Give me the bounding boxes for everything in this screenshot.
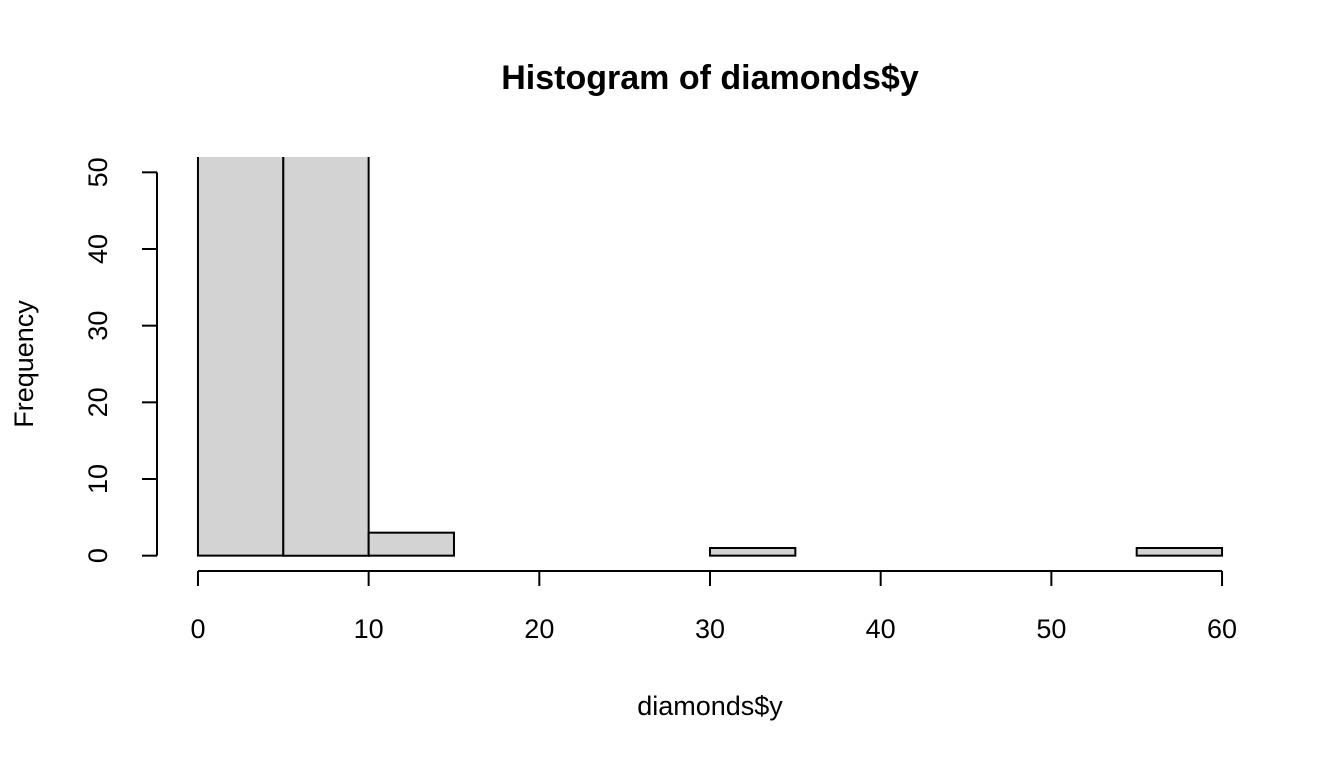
bar	[1135, 547, 1224, 557]
bar	[367, 531, 455, 557]
chart-title: Histogram of diamonds$y	[501, 59, 919, 97]
bars	[196, 157, 1224, 557]
bar	[709, 547, 797, 557]
bar	[196, 157, 285, 557]
x-tick-label: 50	[1036, 614, 1066, 644]
y-tick-label: 0	[83, 548, 113, 563]
x-axis-label: diamonds$y	[637, 691, 783, 721]
x-tick-label: 30	[695, 614, 725, 644]
y-tick-label: 40	[83, 234, 113, 264]
y-tick-label: 50	[83, 157, 113, 187]
y-tick-label: 10	[83, 464, 113, 494]
y-axis-label: Frequency	[9, 300, 39, 428]
x-tick-label: 10	[354, 614, 384, 644]
bar	[282, 157, 370, 557]
y-tick-label: 20	[83, 387, 113, 417]
x-tick-label: 20	[524, 614, 554, 644]
x-tick-label: 60	[1207, 614, 1237, 644]
x-tick-label: 40	[866, 614, 896, 644]
y-tick-label: 30	[83, 311, 113, 341]
x-tick-label: 0	[190, 614, 205, 644]
